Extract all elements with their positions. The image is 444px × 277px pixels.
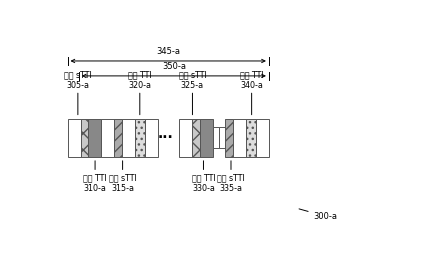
Text: 参考 sTTI: 参考 sTTI [178, 70, 206, 79]
Bar [192, 119, 200, 157]
Text: 315-a: 315-a [111, 184, 134, 193]
Text: 报告 TTI: 报告 TTI [240, 70, 263, 79]
Text: 350-a: 350-a [162, 62, 186, 71]
Text: 345-a: 345-a [156, 47, 180, 56]
Text: 330-a: 330-a [192, 184, 215, 193]
Bar [67, 119, 81, 157]
Text: ···: ··· [158, 131, 174, 145]
Bar [122, 119, 135, 157]
Text: 参考 sTTI: 参考 sTTI [64, 70, 92, 79]
Bar [179, 119, 192, 157]
Bar [226, 119, 233, 157]
Text: 报告 sTTI: 报告 sTTI [217, 173, 245, 182]
Bar [256, 119, 269, 157]
Text: 参考 TTI: 参考 TTI [192, 173, 215, 182]
Bar [101, 119, 115, 157]
Bar [213, 127, 219, 148]
Text: 报告 sTTI: 报告 sTTI [109, 173, 136, 182]
Bar [81, 119, 88, 157]
Bar [219, 127, 226, 148]
Bar [200, 119, 213, 157]
Bar [115, 119, 122, 157]
Text: 参考 TTI: 参考 TTI [83, 173, 107, 182]
Bar [246, 119, 256, 157]
Text: 报告 TTI: 报告 TTI [128, 70, 151, 79]
Bar [145, 119, 158, 157]
Text: 325-a: 325-a [181, 81, 204, 90]
Text: 340-a: 340-a [240, 81, 263, 90]
Bar [88, 119, 101, 157]
Text: 335-a: 335-a [219, 184, 242, 193]
Text: 310-a: 310-a [83, 184, 107, 193]
Text: 320-a: 320-a [128, 81, 151, 90]
Text: 305-a: 305-a [66, 81, 89, 90]
Bar [233, 119, 246, 157]
Text: 300-a: 300-a [299, 209, 337, 221]
Bar [135, 119, 145, 157]
